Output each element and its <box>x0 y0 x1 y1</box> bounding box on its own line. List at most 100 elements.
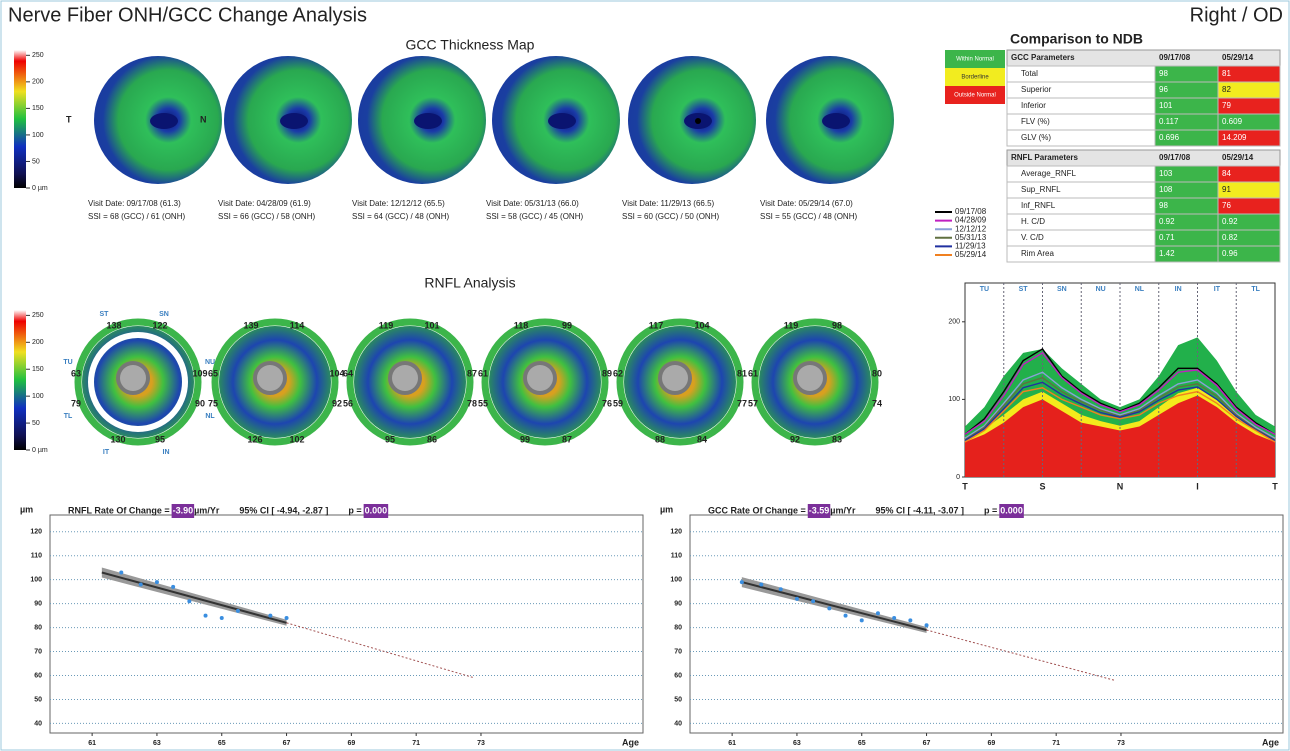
sector-name: NL <box>205 413 215 420</box>
y-tick-label: 120 <box>670 529 682 536</box>
sector-label: NU <box>1096 286 1106 293</box>
sector-label: IT <box>1214 286 1221 293</box>
rate-value: -3.90 <box>173 505 194 515</box>
sector-value: 77 <box>737 398 747 408</box>
table-header-cell: 05/29/14 <box>1222 153 1254 162</box>
p-label: p = <box>348 505 361 515</box>
x-tick-label: 65 <box>858 740 866 747</box>
table-cell: Average_RNFL <box>1021 169 1077 178</box>
data-point <box>740 580 744 584</box>
sector-value: 99 <box>520 434 530 444</box>
table-cell: 103 <box>1159 169 1173 178</box>
y-tick-label: 120 <box>30 529 42 536</box>
sector-value: 117 <box>649 320 664 330</box>
table-header-cell: RNFL Parameters <box>1011 153 1079 162</box>
table-cell: V. C/D <box>1021 233 1044 242</box>
x-tick-label: 61 <box>728 740 736 747</box>
optic-cup <box>662 365 688 391</box>
y-tick-label: 50 <box>34 696 42 703</box>
sector-label: NL <box>1135 286 1145 293</box>
colorbar-label: 0 µm <box>32 447 48 454</box>
sector-label: SN <box>1057 286 1067 293</box>
data-point <box>779 587 783 591</box>
p-value: 0.000 <box>365 505 388 515</box>
sector-value: 90 <box>195 398 205 408</box>
sector-value: 98 <box>832 320 842 330</box>
sector-value: 76 <box>602 398 612 408</box>
table-cell: 0.82 <box>1222 233 1238 242</box>
data-point <box>827 606 831 610</box>
y-tick-label: 70 <box>34 648 42 655</box>
y-tick-label: 100 <box>30 577 42 584</box>
table-cell: 0.696 <box>1159 133 1180 142</box>
colorbar-label: 0 µm <box>32 185 48 192</box>
y-tick-label: 110 <box>31 553 42 560</box>
sector-value: 89 <box>602 368 612 378</box>
table-cell: Superior <box>1021 85 1052 94</box>
rnfl-title: RNFL Analysis <box>424 275 515 291</box>
table-cell: H. C/D <box>1021 217 1045 226</box>
y-tick-label: 50 <box>674 696 682 703</box>
sector-value: 88 <box>655 434 665 444</box>
p-label: p = <box>984 505 997 515</box>
data-point <box>155 580 159 584</box>
sector-value: 92 <box>790 434 800 444</box>
table-cell: 101 <box>1159 101 1173 110</box>
sector-name: SN <box>159 311 169 318</box>
visit-ssi: SSI = 64 (GCC) / 48 (ONH) <box>352 212 449 221</box>
table-cell: 0.92 <box>1222 217 1238 226</box>
sector-name: IT <box>103 449 110 456</box>
x-tick-label: 63 <box>153 740 161 747</box>
table-cell: Inf_RNFL <box>1021 201 1056 210</box>
sector-label: ST <box>1019 286 1029 293</box>
data-point <box>204 614 208 618</box>
plot-area <box>50 515 643 733</box>
colorbar-label: 100 <box>32 132 44 139</box>
table-cell: 98 <box>1159 69 1168 78</box>
data-point <box>811 599 815 603</box>
colorbar-label: 250 <box>32 312 44 319</box>
gcc-fovea <box>414 113 442 129</box>
rate-value: -3.59 <box>809 505 830 515</box>
p-value: 0.000 <box>1000 505 1023 515</box>
sector-value: 122 <box>152 320 167 330</box>
sector-value: 86 <box>427 434 437 444</box>
x-tick-label: 65 <box>218 740 226 747</box>
table-cell: 91 <box>1222 185 1231 194</box>
sector-value: 74 <box>872 398 882 408</box>
sector-value: 55 <box>478 398 488 408</box>
table-cell: 0.71 <box>1159 233 1175 242</box>
y-tick-label: 100 <box>670 577 682 584</box>
table-header-cell: 09/17/08 <box>1159 153 1191 162</box>
sector-value: 63 <box>71 368 81 378</box>
sector-value: 59 <box>613 398 623 408</box>
sector-value: 139 <box>243 320 258 330</box>
x-tick-label: S <box>1039 481 1045 491</box>
x-tick-label: 73 <box>1117 740 1125 747</box>
legend-label: Within Normal <box>956 57 994 63</box>
sector-name: NU <box>205 359 215 366</box>
table-cell: 76 <box>1222 201 1231 210</box>
x-axis-label: Age <box>622 737 639 747</box>
rate-unit: µm/Yr <box>830 505 856 515</box>
table-cell: 82 <box>1222 85 1231 94</box>
table-cell: Sup_RNFL <box>1021 185 1061 194</box>
table-cell: 108 <box>1159 185 1173 194</box>
legend-label: Borderline <box>961 75 989 81</box>
sector-value: 109 <box>192 368 207 378</box>
x-tick-label: 69 <box>987 740 995 747</box>
sector-value: 92 <box>332 398 342 408</box>
sector-value: 83 <box>832 434 842 444</box>
table-cell: 98 <box>1159 201 1168 210</box>
y-tick-label: 60 <box>34 672 42 679</box>
table-cell: GLV (%) <box>1021 133 1051 142</box>
optic-cup <box>392 365 418 391</box>
visit-date: Visit Date: 04/28/09 (61.9) <box>218 199 311 208</box>
sector-value: 78 <box>467 398 477 408</box>
x-tick-label: I <box>1196 481 1199 491</box>
optic-cup <box>527 365 553 391</box>
table-cell: Total <box>1021 69 1038 78</box>
gcc-fovea <box>548 113 576 129</box>
sector-value: 81 <box>737 368 747 378</box>
rate-title: GCC Rate Of Change = <box>708 505 806 515</box>
